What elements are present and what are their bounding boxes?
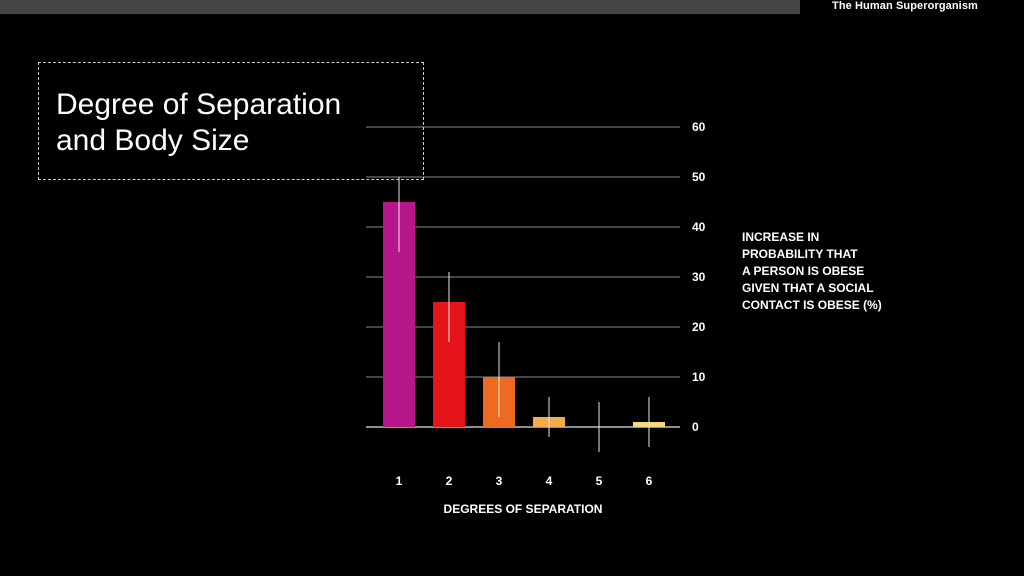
y-tick-label: 60	[692, 120, 706, 134]
x-tick-label: 1	[396, 474, 403, 488]
x-tick-label: 3	[496, 474, 503, 488]
top-bar	[0, 0, 800, 14]
x-tick-label: 2	[446, 474, 453, 488]
x-tick-label: 5	[596, 474, 603, 488]
y-tick-label: 50	[692, 170, 706, 184]
y-axis-label: INCREASE IN PROBABILITY THAT A PERSON IS…	[742, 230, 882, 312]
presentation-title: The Human Superorganism	[832, 0, 978, 12]
x-tick-label: 6	[646, 474, 653, 488]
x-tick-label: 4	[546, 474, 553, 488]
y-tick-label: 0	[692, 420, 699, 434]
y-tick-label: 40	[692, 220, 706, 234]
chart-title: Degree of Separation and Body Size	[56, 88, 342, 157]
y-tick-label: 20	[692, 320, 706, 334]
chart-title-box: Degree of Separation and Body Size	[38, 62, 424, 180]
x-axis-label: DEGREES OF SEPARATION	[443, 502, 603, 516]
y-tick-label: 10	[692, 370, 706, 384]
y-tick-label: 30	[692, 270, 706, 284]
